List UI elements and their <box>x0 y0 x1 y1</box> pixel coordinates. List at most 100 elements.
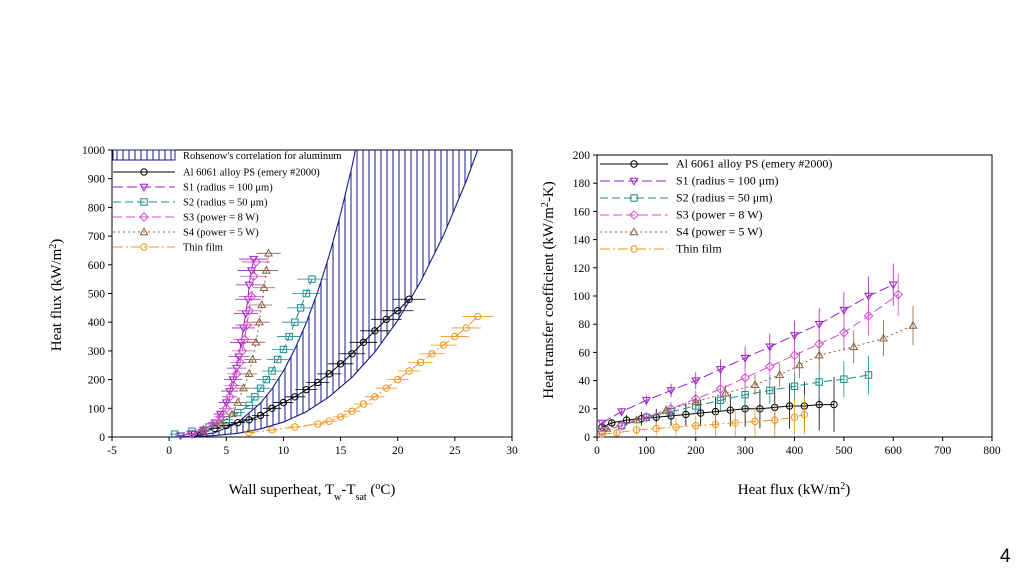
data-point <box>228 376 238 385</box>
data-point <box>268 367 276 375</box>
data-point <box>251 337 261 346</box>
series-line <box>191 261 257 435</box>
series-5 <box>244 312 493 437</box>
legend-label: S3 (power = 8 W) <box>183 213 259 224</box>
data-point <box>371 327 379 335</box>
data-point <box>221 399 231 408</box>
data-point <box>348 350 356 358</box>
data-point <box>264 248 274 257</box>
data-point <box>224 391 235 402</box>
data-point <box>234 418 242 427</box>
series-line <box>194 298 410 435</box>
data-point <box>233 397 243 406</box>
data-point <box>244 305 255 316</box>
data-point <box>209 419 220 429</box>
legend-label: Al 6061 alloy PS (emery #2000) <box>183 168 320 179</box>
data-point <box>245 401 253 410</box>
y-tick-label: 1000 <box>82 145 105 157</box>
data-point <box>405 367 413 375</box>
data-point <box>254 317 264 326</box>
data-point <box>246 267 256 276</box>
legend: Rohsenow's correlation for aluminum Al 60… <box>112 149 341 254</box>
data-point <box>394 375 402 384</box>
y-tick-label: 300 <box>88 346 106 358</box>
data-point <box>314 378 322 387</box>
page-number: 4 <box>1000 546 1011 567</box>
legend-marker <box>139 212 149 222</box>
data-point <box>359 338 368 346</box>
data-point <box>302 385 310 394</box>
x-tick-label: 5 <box>223 445 229 457</box>
x-tick-label: 0 <box>166 445 172 457</box>
data-point <box>216 419 226 428</box>
data-point <box>248 354 258 363</box>
series-2 <box>169 275 327 438</box>
legend-label: Thin film <box>183 243 223 254</box>
y-tick-label: 900 <box>88 174 106 186</box>
data-point <box>211 424 219 433</box>
data-point <box>382 315 390 324</box>
data-point <box>291 393 299 401</box>
data-point <box>462 324 470 332</box>
x-tick-label: 30 <box>506 445 518 457</box>
data-point <box>251 393 259 401</box>
data-point <box>416 358 425 367</box>
y-tick-label: 700 <box>88 231 106 243</box>
series-line <box>249 316 479 434</box>
data-point <box>245 428 253 437</box>
data-point <box>359 400 368 408</box>
y-tick-label: 0 <box>99 432 105 444</box>
x-tick-label: 15 <box>335 445 347 457</box>
legend-label: S2 (radius = 50 μm) <box>183 198 268 209</box>
data-point <box>268 404 276 412</box>
data-point <box>245 416 253 424</box>
data-point <box>268 426 276 434</box>
data-point <box>261 265 271 274</box>
data-point <box>241 320 252 330</box>
data-point <box>225 387 235 396</box>
data-point <box>246 291 257 302</box>
data-point <box>238 383 248 392</box>
x-tick-label: 10 <box>278 445 290 457</box>
x-axis-label: Wall superheat, Tw-Tsat (oC) <box>229 481 396 503</box>
x-tick-label: 25 <box>449 445 461 457</box>
series-4 <box>198 248 281 435</box>
y-tick-label: 500 <box>88 289 106 301</box>
y-tick-label: 600 <box>88 260 106 272</box>
data-point <box>291 318 299 326</box>
data-point <box>348 407 356 415</box>
data-point <box>285 332 293 341</box>
rohsenow-upper-line <box>169 150 356 437</box>
legend-band-label: Rohsenow's correlation for aluminum <box>183 151 341 162</box>
y-axis-label: Heat flux (kW/m2) <box>48 239 66 351</box>
data-point <box>428 350 436 358</box>
data-point <box>221 403 232 414</box>
y-tick-label: 400 <box>88 317 106 329</box>
legend-marker <box>139 227 149 236</box>
data-point <box>228 380 239 391</box>
data-point <box>296 304 305 312</box>
data-point <box>325 417 333 425</box>
data-point <box>249 255 259 264</box>
data-point <box>237 345 248 356</box>
data-point <box>371 393 379 401</box>
x-tick-label: -5 <box>107 445 117 457</box>
data-point <box>187 429 197 440</box>
data-point <box>274 355 282 364</box>
y-tick-label: 100 <box>88 403 106 415</box>
data-point <box>227 409 237 418</box>
data-point <box>251 257 261 267</box>
legend-marker <box>140 198 148 206</box>
x-tick-label: 20 <box>392 445 404 457</box>
data-point <box>291 423 299 431</box>
rohsenow-band <box>169 150 512 437</box>
legend-band-swatch <box>112 149 176 161</box>
data-point <box>439 341 448 349</box>
legend-marker <box>140 168 148 176</box>
data-point <box>239 334 250 345</box>
data-point <box>234 408 242 417</box>
data-point <box>171 430 179 438</box>
data-point <box>302 289 310 298</box>
data-point <box>231 368 242 379</box>
data-point <box>235 357 245 368</box>
